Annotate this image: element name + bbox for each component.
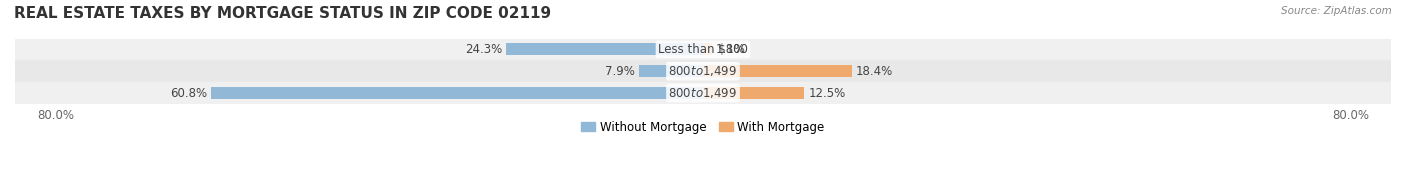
Bar <box>211 87 703 99</box>
Legend: Without Mortgage, With Mortgage: Without Mortgage, With Mortgage <box>581 121 825 134</box>
Text: REAL ESTATE TAXES BY MORTGAGE STATUS IN ZIP CODE 02119: REAL ESTATE TAXES BY MORTGAGE STATUS IN … <box>14 6 551 21</box>
Text: 60.8%: 60.8% <box>170 86 207 100</box>
Text: 24.3%: 24.3% <box>465 43 502 56</box>
Text: Source: ZipAtlas.com: Source: ZipAtlas.com <box>1281 6 1392 16</box>
Text: 12.5%: 12.5% <box>808 86 845 100</box>
Text: 7.9%: 7.9% <box>605 65 636 78</box>
Text: $800 to $1,499: $800 to $1,499 <box>668 64 738 78</box>
Text: 1.1%: 1.1% <box>716 43 745 56</box>
Bar <box>640 65 703 77</box>
Bar <box>703 87 804 99</box>
Bar <box>15 82 1391 104</box>
Bar <box>15 60 1391 82</box>
Bar <box>506 44 703 55</box>
Bar <box>703 44 711 55</box>
Bar <box>15 39 1391 60</box>
Text: 18.4%: 18.4% <box>856 65 893 78</box>
Text: Less than $800: Less than $800 <box>658 43 748 56</box>
Text: $800 to $1,499: $800 to $1,499 <box>668 86 738 100</box>
Bar <box>703 65 852 77</box>
